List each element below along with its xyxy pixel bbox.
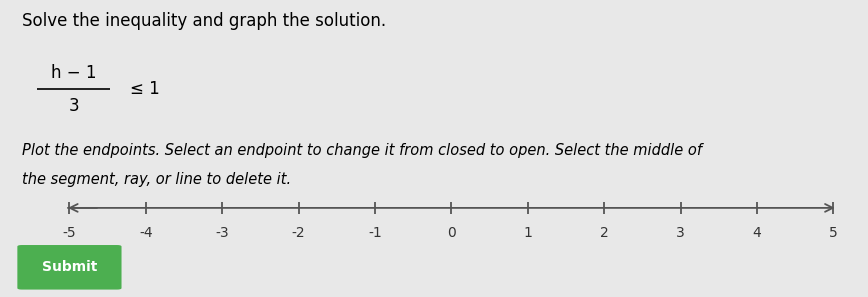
Text: -5: -5 xyxy=(62,226,76,240)
Text: 1: 1 xyxy=(523,226,532,240)
Text: -1: -1 xyxy=(368,226,382,240)
Text: 2: 2 xyxy=(600,226,608,240)
Text: -2: -2 xyxy=(292,226,306,240)
Text: 3: 3 xyxy=(676,226,685,240)
FancyBboxPatch shape xyxy=(17,245,122,290)
Text: Solve the inequality and graph the solution.: Solve the inequality and graph the solut… xyxy=(22,12,385,30)
Text: Plot the endpoints. Select an endpoint to change it from closed to open. Select : Plot the endpoints. Select an endpoint t… xyxy=(22,143,701,158)
Text: -4: -4 xyxy=(139,226,153,240)
Text: ≤ 1: ≤ 1 xyxy=(130,80,160,98)
Text: the segment, ray, or line to delete it.: the segment, ray, or line to delete it. xyxy=(22,172,291,187)
Text: h − 1: h − 1 xyxy=(51,64,96,82)
Text: Submit: Submit xyxy=(42,260,97,274)
Text: 5: 5 xyxy=(829,226,838,240)
Text: 3: 3 xyxy=(69,97,79,115)
Text: 4: 4 xyxy=(753,226,761,240)
Text: 0: 0 xyxy=(447,226,456,240)
Text: -3: -3 xyxy=(215,226,229,240)
